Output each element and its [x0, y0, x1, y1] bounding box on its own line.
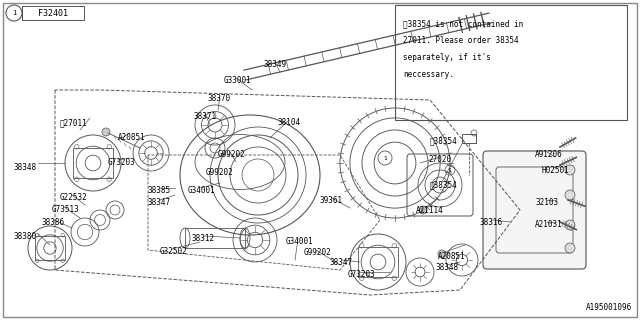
Text: G73203: G73203	[108, 158, 136, 167]
Text: A21114: A21114	[416, 206, 444, 215]
Text: 38386: 38386	[42, 218, 65, 227]
Text: 38348: 38348	[435, 263, 458, 272]
Text: G99202: G99202	[304, 248, 332, 257]
Bar	[22, 6, 84, 20]
Text: 38347: 38347	[148, 198, 171, 207]
Text: F32401: F32401	[38, 9, 68, 18]
Text: separately, if it's: separately, if it's	[403, 53, 491, 62]
Text: A20851: A20851	[118, 133, 146, 142]
Text: G34001: G34001	[286, 237, 314, 246]
Text: 38316: 38316	[480, 218, 503, 227]
Circle shape	[565, 165, 575, 175]
Text: G73513: G73513	[52, 205, 80, 214]
Bar	[74, 148, 113, 179]
Text: 38380: 38380	[14, 232, 37, 241]
Text: A195001096: A195001096	[586, 303, 632, 312]
Text: 38371: 38371	[193, 112, 216, 121]
Text: ‧27011: ‧27011	[60, 118, 88, 127]
Circle shape	[565, 220, 575, 230]
Text: ‸38354: ‸38354	[430, 180, 458, 189]
Text: 38348: 38348	[14, 163, 37, 172]
Text: G99202: G99202	[206, 168, 234, 177]
Text: A20851: A20851	[438, 252, 466, 261]
Text: G99202: G99202	[218, 150, 246, 159]
Bar	[35, 236, 65, 260]
Text: ‸38354: ‸38354	[430, 136, 458, 145]
Text: ‸38354 is not contained in: ‸38354 is not contained in	[403, 19, 524, 28]
Text: G33001: G33001	[224, 76, 252, 85]
Bar	[395, 5, 627, 120]
Text: G32502: G32502	[160, 247, 188, 256]
Circle shape	[565, 243, 575, 253]
Text: 38347: 38347	[330, 258, 353, 267]
Text: 38385: 38385	[148, 186, 171, 195]
Text: G22532: G22532	[60, 193, 88, 202]
Text: A91206: A91206	[535, 150, 563, 159]
Text: A21031: A21031	[535, 220, 563, 229]
Circle shape	[419, 206, 427, 214]
Text: 32103: 32103	[535, 198, 558, 207]
Text: 38349: 38349	[263, 60, 286, 69]
Bar	[462, 134, 476, 143]
Bar	[358, 247, 397, 277]
Text: 27011. Please order 38354: 27011. Please order 38354	[403, 36, 518, 45]
Text: 39361: 39361	[320, 196, 343, 205]
Text: H02501: H02501	[542, 166, 570, 175]
Text: 38370: 38370	[208, 94, 231, 103]
Text: 1: 1	[449, 167, 452, 172]
Text: 38312: 38312	[192, 234, 215, 243]
Text: G73203: G73203	[348, 270, 376, 279]
Text: 1: 1	[383, 156, 387, 161]
FancyBboxPatch shape	[483, 151, 586, 269]
Text: G34001: G34001	[188, 186, 216, 195]
Text: 38104: 38104	[277, 118, 300, 127]
Text: 27020: 27020	[428, 155, 451, 164]
Circle shape	[438, 250, 446, 258]
Circle shape	[565, 190, 575, 200]
Bar	[185, 228, 245, 248]
Text: 1: 1	[12, 10, 16, 16]
Text: neccessary.: neccessary.	[403, 70, 454, 79]
Circle shape	[102, 128, 110, 136]
